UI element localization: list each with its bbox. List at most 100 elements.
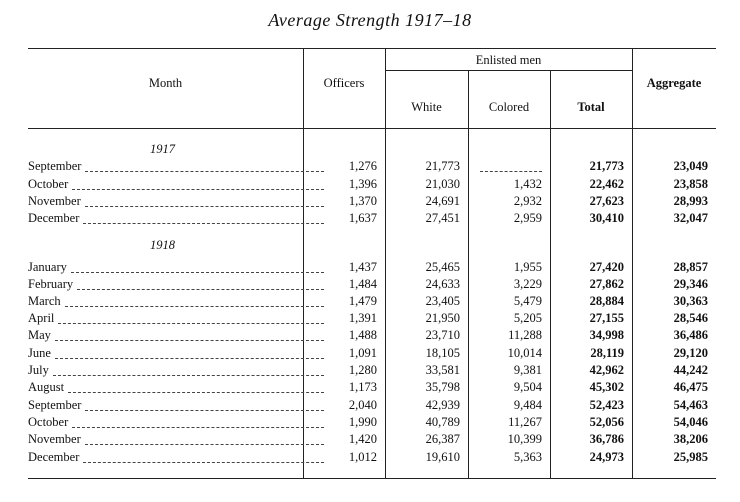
leader — [72, 189, 324, 190]
number-cell: 1,396 — [348, 177, 377, 191]
month: March — [28, 294, 61, 308]
number-cell: 9,381 — [513, 363, 542, 377]
leader — [85, 206, 324, 207]
number-cell: 11,288 — [508, 328, 542, 342]
rule — [28, 478, 716, 479]
number-cell: 27,420 — [589, 260, 624, 274]
number-cell: 1,012 — [348, 450, 377, 464]
leader — [65, 306, 324, 307]
year-label: 1917 — [150, 142, 175, 156]
number-cell: 1,637 — [348, 211, 377, 225]
number-cell: 24,973 — [589, 450, 624, 464]
month: September — [28, 398, 82, 412]
month: April — [28, 311, 55, 325]
header: Aggregate — [646, 76, 702, 90]
number-cell: 25,465 — [425, 260, 460, 274]
leader — [85, 410, 324, 411]
number-cell: 11,267 — [508, 415, 542, 429]
number-cell: 1,420 — [348, 432, 377, 446]
number-cell: 19,610 — [425, 450, 460, 464]
number-cell: 34,998 — [589, 328, 624, 342]
number-cell: 1,484 — [348, 277, 377, 291]
month: December — [28, 211, 80, 225]
month: January — [28, 260, 67, 274]
rule — [385, 48, 386, 478]
number-cell: 24,691 — [425, 194, 460, 208]
header: Total — [577, 100, 605, 114]
number-cell: 36,786 — [589, 432, 624, 446]
header: Month — [148, 76, 183, 90]
number-cell: 3,229 — [513, 277, 542, 291]
leader — [85, 444, 324, 445]
number-cell: 5,363 — [513, 450, 542, 464]
number-cell: 27,623 — [589, 194, 624, 208]
month: November — [28, 432, 81, 446]
rule — [28, 48, 716, 49]
number-cell: 21,773 — [425, 159, 460, 173]
number-cell: 27,862 — [589, 277, 624, 291]
leader — [53, 375, 324, 376]
number-cell: 10,014 — [507, 346, 542, 360]
leader — [58, 323, 324, 324]
month: July — [28, 363, 49, 377]
leader — [72, 427, 324, 428]
number-cell: 26,387 — [425, 432, 460, 446]
number-cell: 42,939 — [425, 398, 460, 412]
number-cell: 1,955 — [513, 260, 542, 274]
month: August — [28, 380, 65, 394]
aggregate-cell: 54,046 — [673, 415, 708, 429]
header: Officers — [323, 76, 365, 90]
month: November — [28, 194, 81, 208]
number-cell: 1,280 — [348, 363, 377, 377]
number-cell: 1,370 — [348, 194, 377, 208]
number-cell: 5,479 — [513, 294, 542, 308]
number-cell: 21,950 — [425, 311, 460, 325]
number-cell: 28,884 — [589, 294, 624, 308]
leader — [83, 223, 324, 224]
month: June — [28, 346, 51, 360]
number-cell: 21,030 — [425, 177, 460, 191]
aggregate-cell: 28,993 — [673, 194, 708, 208]
number-cell: 35,798 — [425, 380, 460, 394]
aggregate-cell: 46,475 — [673, 380, 708, 394]
number-cell: 23,710 — [425, 328, 460, 342]
rule — [468, 70, 469, 478]
number-cell: 18,105 — [425, 346, 460, 360]
number-cell: 1,479 — [348, 294, 377, 308]
aggregate-cell: 29,346 — [673, 277, 708, 291]
number-cell: 2,040 — [348, 398, 377, 412]
header: Enlisted men — [475, 53, 542, 67]
aggregate-cell: 30,363 — [673, 294, 708, 308]
leader — [55, 358, 324, 359]
number-cell: 42,962 — [589, 363, 624, 377]
number-cell: 23,405 — [425, 294, 460, 308]
number-cell: 33,581 — [425, 363, 460, 377]
number-cell: 1,173 — [348, 380, 377, 394]
aggregate-cell: 28,546 — [673, 311, 708, 325]
month: December — [28, 450, 80, 464]
rule — [632, 48, 633, 478]
rule — [385, 70, 632, 71]
aggregate-cell: 38,206 — [673, 432, 708, 446]
number-cell: 28,119 — [590, 346, 624, 360]
number-cell: 2,932 — [513, 194, 542, 208]
month: October — [28, 415, 69, 429]
aggregate-cell: 36,486 — [673, 328, 708, 342]
aggregate-cell: 25,985 — [673, 450, 708, 464]
number-cell: 27,155 — [589, 311, 624, 325]
year-label: 1918 — [150, 238, 175, 252]
aggregate-cell: 44,242 — [673, 363, 708, 377]
number-cell: 10,399 — [507, 432, 542, 446]
aggregate-cell: 54,463 — [673, 398, 708, 412]
number-cell: 24,633 — [425, 277, 460, 291]
number-cell: 5,205 — [513, 311, 542, 325]
number-cell: 30,410 — [589, 211, 624, 225]
number-cell: 52,423 — [589, 398, 624, 412]
number-cell: 9,484 — [513, 398, 542, 412]
leader — [71, 272, 324, 273]
leader — [77, 289, 324, 290]
aggregate-cell: 23,858 — [673, 177, 708, 191]
empty-cell — [480, 171, 542, 172]
number-cell: 1,276 — [348, 159, 377, 173]
